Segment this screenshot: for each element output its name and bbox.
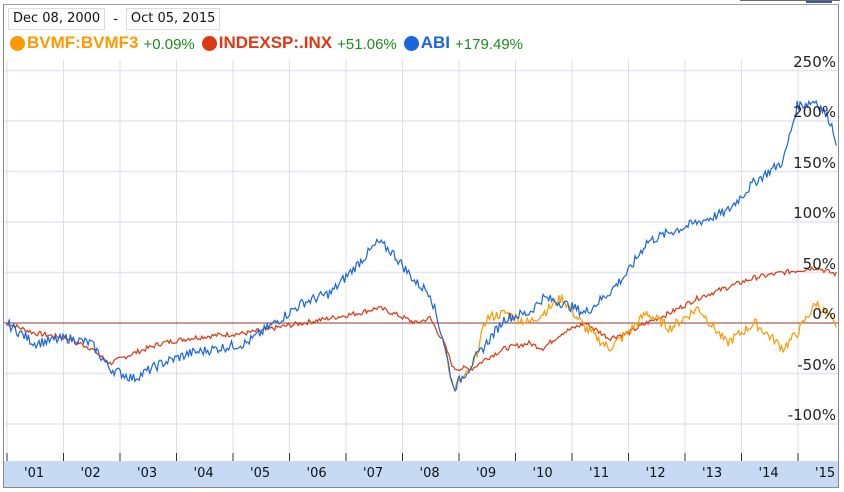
date-range: Dec 08, 2000 - Oct 05, 2015 [8,8,221,30]
x-axis-label: '11 [589,466,610,481]
series-line-bvmf-bvmf3 [443,294,837,393]
series-dot-icon [201,35,217,51]
y-axis-label: 200% [793,103,836,121]
x-axis-band[interactable] [4,461,838,487]
x-axis-label: '09 [476,466,497,481]
y-axis-label: 0% [812,305,836,323]
scroll-handle[interactable] [806,1,832,3]
x-axis-label: '07 [363,466,384,481]
x-axis-label: '01 [24,466,45,481]
y-axis-label: 250% [793,52,836,71]
x-axis-label: '04 [193,466,214,481]
legend: BVMF:BVMF3 +0.09% INDEXSP:.INX +51.06% A… [10,33,530,53]
series-lines [5,99,837,393]
y-axis-label: 100% [793,204,836,222]
legend-symbol[interactable]: BVMF:BVMF3 [27,33,139,52]
x-axis-label: '08 [419,466,440,481]
series-line-abi [5,99,837,393]
legend-symbol[interactable]: ABI [420,33,451,52]
series-line-indexsp-inx [6,265,837,372]
top-strip [0,0,844,4]
x-axis-label: '03 [137,466,158,481]
legend-item-bvmf[interactable]: BVMF:BVMF3 +0.09% [10,33,195,53]
y-axis-label: 150% [793,153,836,172]
chart-frame [3,4,839,488]
y-axis-label: -100% [787,406,836,424]
x-axis-label: '06 [306,466,327,481]
legend-symbol[interactable]: INDEXSP:.INX [218,33,333,52]
x-axis-label: '14 [758,466,779,481]
legend-change: +51.06% [337,35,397,53]
legend-item-abi[interactable]: ABI +179.49% [403,33,524,53]
x-axis-label: '13 [702,466,723,481]
series-dot-icon [10,35,25,51]
legend-change: +179.49% [455,35,524,53]
end-date-input[interactable]: Oct 05, 2015 [125,8,221,30]
x-axis-label: '12 [645,466,666,481]
y-axis-label: -50% [797,355,836,374]
x-ticks [6,453,799,461]
series-dot-icon [403,35,419,51]
x-axis-label: '02 [80,466,101,481]
legend-change: +0.09% [143,35,195,53]
x-axis-label: '05 [250,466,271,481]
x-axis-label: '15 [815,466,836,481]
date-separator: - [113,11,118,27]
legend-item-inx[interactable]: INDEXSP:.INX +51.06% [201,33,397,53]
y-axis-label: 50% [802,254,836,273]
start-date-input[interactable]: Dec 08, 2000 [8,8,106,30]
gridlines [4,60,838,461]
x-axis-label: '10 [532,466,553,481]
